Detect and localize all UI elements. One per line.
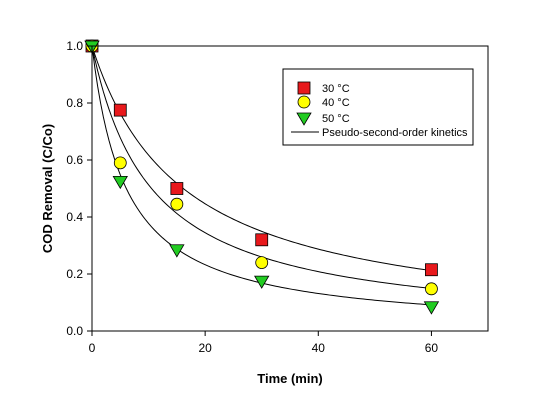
x-tick-label: 60 [425, 341, 439, 355]
data-points [84, 39, 440, 315]
x-axis-ticks: 0 20 40 60 [89, 331, 439, 355]
data-point-circle [170, 197, 184, 211]
legend-marker [297, 81, 311, 95]
y-tick-label: 0.8 [66, 96, 83, 110]
fit-curve-0 [91, 45, 432, 272]
legend: 30 °C 40 °C 50 °C Pseudo-second-order ki… [282, 68, 474, 146]
legend-entry-fit: Pseudo-second-order kinetics [291, 127, 468, 139]
y-tick-label: 1.0 [66, 39, 83, 53]
data-point-square [170, 182, 184, 195]
legend-label-fit: Pseudo-second-order kinetics [322, 127, 468, 139]
legend-entry-50c: 50 °C [296, 112, 350, 126]
x-tick-label: 20 [198, 341, 212, 355]
y-tick-label: 0.6 [66, 153, 83, 167]
legend-marker-triangle [296, 112, 312, 126]
legend-marker-circle [297, 95, 311, 109]
y-axis-title: COD Removal (C/Co) [40, 124, 55, 253]
data-point-square [255, 233, 269, 247]
data-point-square [113, 103, 127, 117]
legend-marker-square [297, 81, 311, 95]
y-tick-label: 0.0 [66, 324, 83, 338]
legend-marker [296, 112, 312, 126]
legend-label-40c: 40 °C [322, 97, 350, 109]
x-tick-label: 0 [89, 341, 96, 355]
plot-frame [91, 45, 489, 332]
data-point-triangle-down [112, 175, 128, 190]
legend-entry-40c: 40 °C [297, 95, 350, 109]
x-axis-title: Time (min) [257, 371, 323, 386]
legend-marker [297, 95, 311, 109]
data-point-triangle-down [254, 275, 270, 289]
data-point-circle [113, 156, 127, 170]
y-axis-ticks: 0.0 0.2 0.4 0.6 0.8 1.0 [66, 39, 92, 338]
data-point-triangle-down [169, 244, 185, 258]
legend-label-30c: 30 °C [322, 83, 350, 95]
y-tick-label: 0.4 [66, 210, 83, 224]
y-tick-label: 0.2 [66, 267, 83, 281]
data-point-circle [425, 282, 438, 296]
data-point-square [425, 263, 438, 277]
legend-label-50c: 50 °C [322, 113, 350, 125]
data-point-triangle-down [423, 301, 440, 315]
data-point-circle [255, 256, 269, 270]
legend-entry-30c: 30 °C [297, 81, 350, 95]
x-tick-label: 40 [312, 341, 326, 355]
